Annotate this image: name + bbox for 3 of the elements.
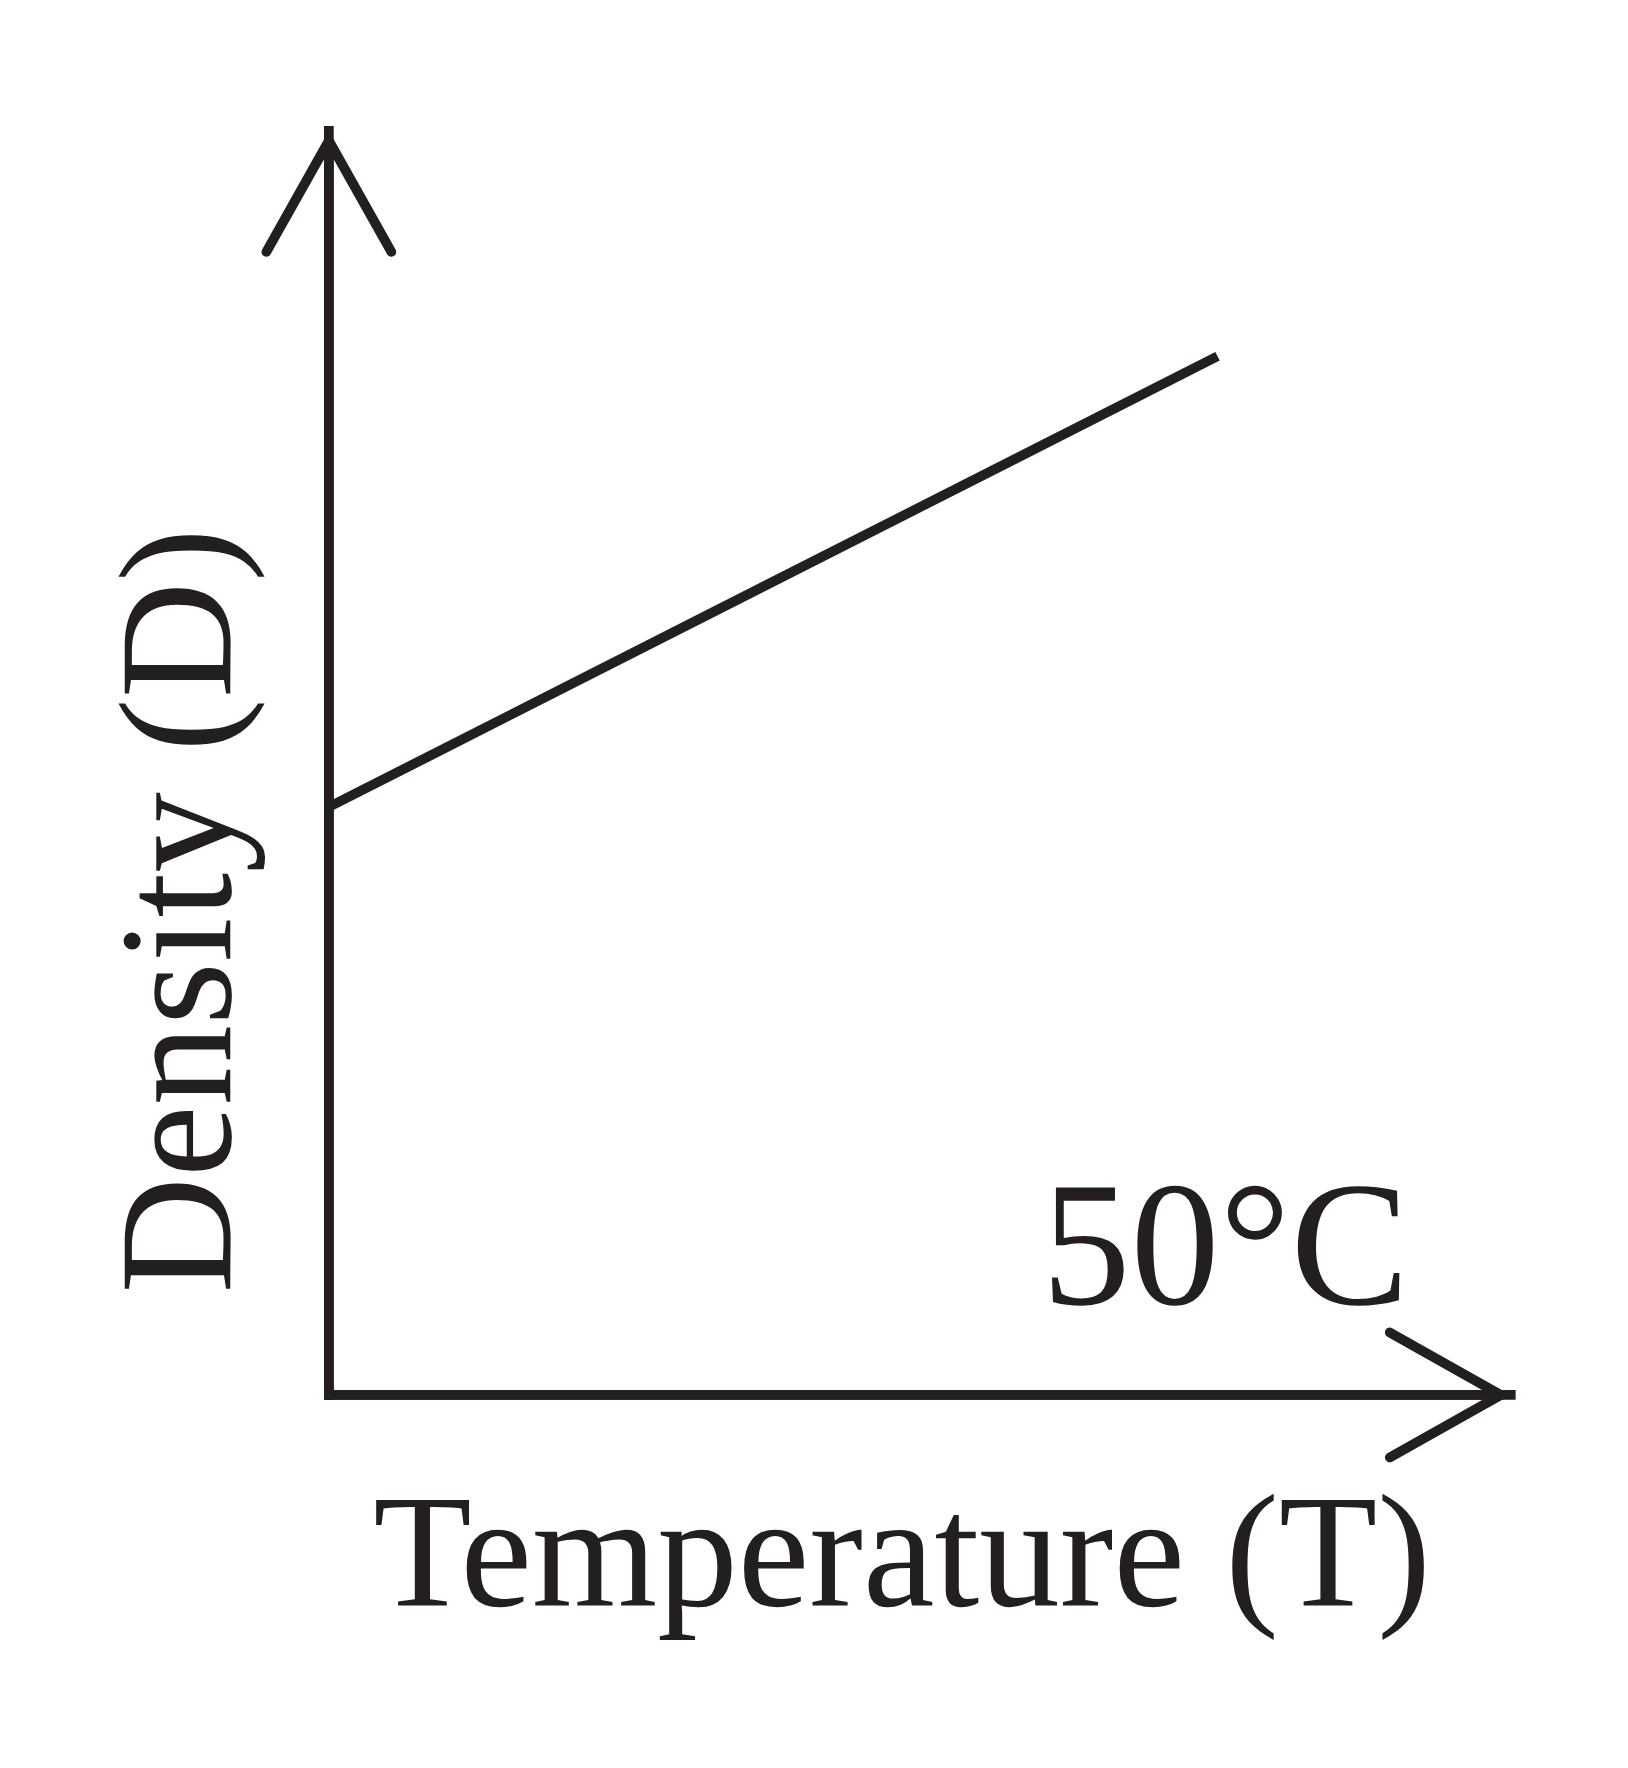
- x-axis-title: Temperature (T): [376, 1493, 1424, 1640]
- annotation: 50°C: [1052, 1185, 1400, 1306]
- y-axis-title: Density (D): [118, 535, 266, 1289]
